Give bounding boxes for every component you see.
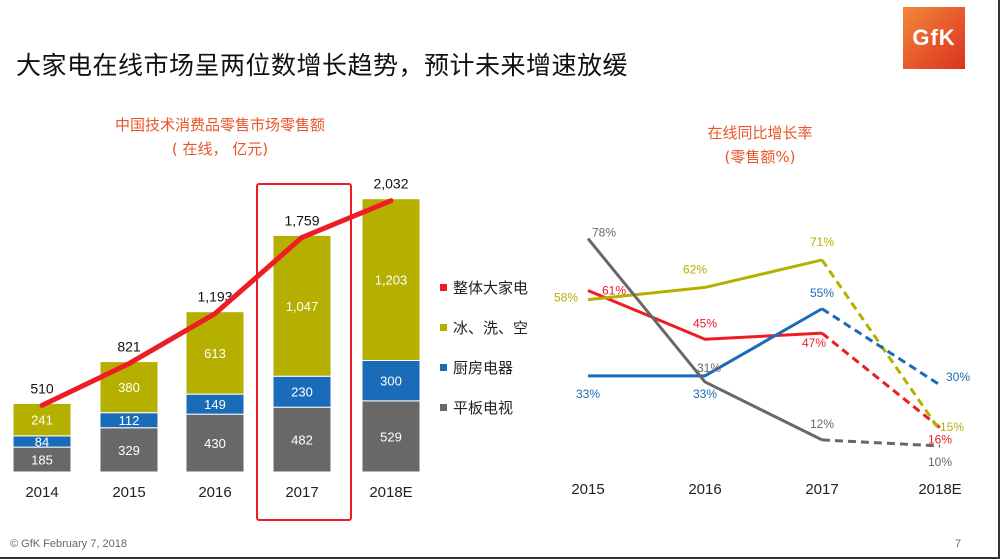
- x-tick-label: 2017: [805, 481, 838, 498]
- legend-item-kitchen: 厨房电器: [440, 347, 528, 387]
- bar-segment-label: 185: [31, 453, 53, 468]
- data-label-fridge-wash-ac: 15%: [940, 420, 964, 434]
- legend-label: 整体大家电: [453, 278, 529, 297]
- bar-segment-label: 241: [31, 413, 53, 428]
- bar-segment-label: 482: [291, 433, 313, 448]
- slide-title: 大家电在线市场呈两位数增长趋势，预计未来增速放缓: [16, 51, 629, 80]
- stacked-bar-chart: 185 84 241 510 2014 329 112 380 821 2015 430 149 613…: [12, 176, 421, 501]
- series-forecast-line-kitchen: [821, 307, 941, 387]
- bar-total-label: 510: [30, 380, 54, 396]
- data-label-kitchen: 33%: [693, 387, 717, 401]
- bar-segment-tv: [185, 413, 245, 473]
- legend-label: 冰、洗、空: [453, 318, 529, 337]
- growth-line-chart: 61% 45% 47% 16% 58% 62% 71% 15% 33% 33% 55% 30% 78% 3…: [554, 226, 970, 498]
- bar-chart-subtitle: ( 在线， 亿元): [171, 140, 269, 158]
- bar-segment-tv: [272, 406, 332, 473]
- total-trend-line: [39, 198, 394, 408]
- series-forecast-line-fridge-wash-ac: [820, 259, 942, 432]
- bar-segment-kitchen: [361, 359, 421, 402]
- bar-segment-label: 230: [291, 385, 313, 400]
- x-tick-label: 2016: [688, 481, 721, 498]
- data-label-total: 61%: [602, 283, 626, 297]
- bar-segment-label: 529: [380, 429, 402, 444]
- data-label-total: 16%: [928, 433, 952, 447]
- data-label-fridge-wash-ac: 62%: [683, 262, 707, 276]
- bar-segment-fridge-wash-ac: [361, 198, 421, 361]
- legend: 整体大家电 冰、洗、空 厨房电器 平板电视: [440, 267, 528, 427]
- footer-copyright: © GfK February 7, 2018: [10, 538, 127, 550]
- series-forecast-line-tv: [821, 438, 941, 448]
- legend-swatch-total: [440, 283, 447, 291]
- legend-label: 厨房电器: [453, 358, 514, 377]
- legend-item-total: 整体大家电: [440, 267, 528, 307]
- x-tick-label: 2018E: [369, 484, 412, 501]
- bar-segment-label: 613: [204, 346, 226, 361]
- bar-total-label: 2,032: [373, 176, 408, 192]
- bar-segment-label: 430: [204, 436, 226, 451]
- bar-segment-label: 149: [204, 397, 226, 412]
- gfk-logo: GfK: [903, 7, 965, 69]
- x-tick-label: 2014: [25, 484, 58, 501]
- x-tick-label: 2015: [112, 484, 145, 501]
- bar-total-label: 1,759: [284, 212, 319, 228]
- bar-segment-label: 1,047: [286, 299, 319, 314]
- data-label-tv: 31%: [697, 361, 721, 375]
- series-line-total: [587, 289, 823, 341]
- legend-item-fridge-wash-ac: 冰、洗、空: [440, 307, 528, 347]
- x-tick-label: 2015: [571, 481, 604, 498]
- bar-segment-tv: [99, 427, 159, 473]
- data-label-tv: 10%: [928, 455, 952, 469]
- data-label-kitchen: 30%: [946, 370, 970, 384]
- bar-segment-tv: [12, 446, 72, 473]
- page-number: 7: [955, 538, 962, 550]
- bar-segment-label: 380: [118, 380, 140, 395]
- series-line-tv: [586, 237, 823, 442]
- legend-item-tv: 平板电视: [440, 387, 528, 427]
- x-tick-label: 2018E: [918, 481, 961, 498]
- bar-chart-title: 中国技术消费品零售市场零售额: [114, 116, 325, 134]
- bar-segment-label: 300: [380, 374, 402, 389]
- bar-segment-fridge-wash-ac: [99, 361, 159, 414]
- series-line-kitchen: [588, 307, 823, 378]
- bar-segment-label: 1,203: [375, 273, 408, 288]
- highlight-2017-box: [256, 183, 352, 521]
- bar-segment-tv: [361, 400, 421, 473]
- legend-swatch-tv: [440, 403, 447, 411]
- bar-segment-label: 84: [35, 434, 49, 449]
- bar-total-label: 1,193: [197, 289, 232, 305]
- legend-swatch-fridge-wash-ac: [440, 323, 447, 331]
- bar-total-label: 821: [117, 339, 141, 355]
- data-label-kitchen: 33%: [576, 387, 600, 401]
- data-label-fridge-wash-ac: 71%: [810, 235, 834, 249]
- series-line-fridge-wash-ac: [587, 258, 823, 302]
- line-chart-title-block: 在线同比增长率 (零售额%): [640, 121, 880, 169]
- legend-label: 平板电视: [453, 398, 514, 417]
- data-label-kitchen: 55%: [810, 286, 834, 300]
- line-chart-subtitle: (零售额%): [724, 148, 796, 166]
- bar-segment-fridge-wash-ac: [272, 234, 332, 377]
- data-label-total: 47%: [802, 336, 826, 350]
- legend-swatch-kitchen: [440, 363, 447, 371]
- x-tick-label: 2017: [285, 484, 318, 501]
- data-label-tv: 78%: [592, 226, 616, 240]
- bar-chart-title-block: 中国技术消费品零售市场零售额 ( 在线， 亿元): [40, 113, 400, 161]
- data-label-total: 45%: [693, 316, 717, 330]
- line-chart-title: 在线同比增长率: [707, 124, 813, 142]
- x-tick-label: 2016: [198, 484, 231, 501]
- data-label-tv: 12%: [810, 417, 834, 431]
- bar-segment-label: 112: [119, 413, 140, 428]
- bar-segment-label: 329: [118, 443, 140, 458]
- data-label-fridge-wash-ac: 58%: [554, 291, 578, 305]
